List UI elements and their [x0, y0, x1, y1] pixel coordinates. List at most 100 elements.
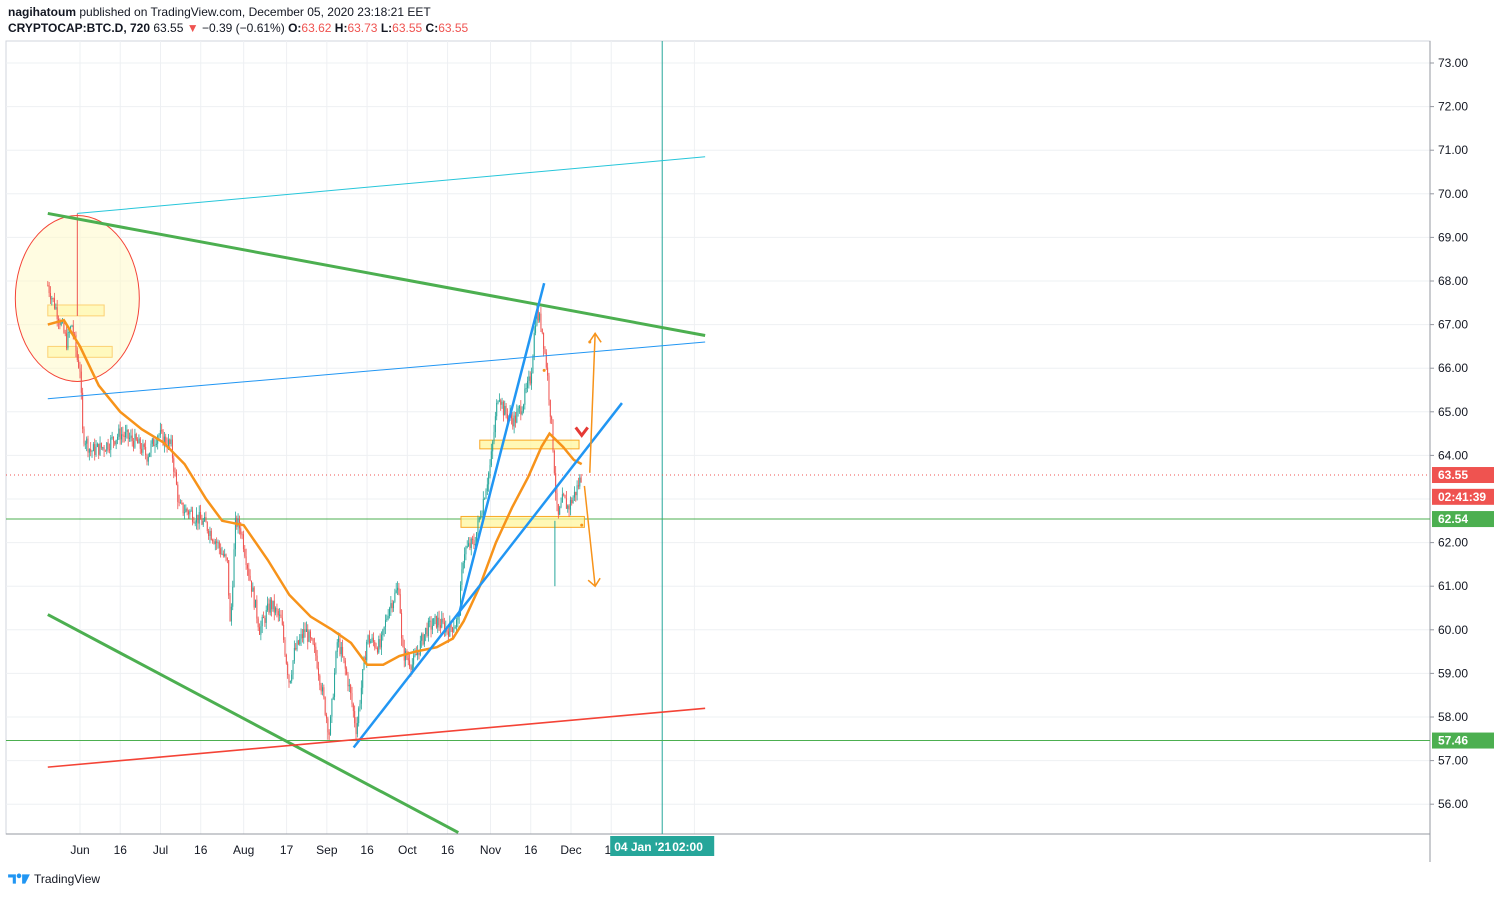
candle [206, 521, 208, 534]
candle [549, 399, 551, 424]
candle-body [206, 522, 208, 531]
candle [395, 582, 397, 594]
x-tick-label: Aug [233, 843, 254, 857]
candle [474, 536, 476, 547]
candle-body [197, 514, 199, 524]
candle-body [450, 621, 452, 628]
candle-body [150, 443, 152, 453]
publisher-line: nagihatoum published on TradingView.com,… [8, 4, 468, 20]
candle-body [261, 616, 263, 627]
candle-body [346, 668, 348, 675]
candle [372, 632, 374, 647]
candle-body [158, 434, 160, 437]
candle-body [402, 638, 404, 647]
candle [480, 510, 482, 520]
candle-body [462, 562, 464, 570]
candle-body [234, 517, 236, 550]
x-axis: Jun16Jul16Aug17Sep16Oct16Nov16Dec1616 [6, 833, 1430, 857]
candle [352, 702, 354, 718]
candle-body [194, 522, 196, 524]
plot-area [5, 40, 1431, 835]
candle-body [78, 360, 80, 368]
candle-body [433, 618, 435, 626]
symbol-label[interactable]: CRYPTOCAP:BTC.D, 720 [8, 21, 151, 35]
candle-body [241, 534, 243, 536]
candle [375, 642, 377, 650]
candle [454, 625, 456, 629]
candle-body [356, 723, 358, 735]
publisher-name[interactable]: nagihatoum [8, 5, 76, 19]
candle-body [205, 517, 207, 523]
candle-body [528, 376, 530, 381]
price-label-text: 57.46 [1438, 734, 1468, 748]
y-tick-label: 65.00 [1438, 405, 1468, 419]
candle-body [313, 644, 315, 647]
candle [543, 332, 545, 357]
candle-body [359, 703, 361, 709]
candle-body [559, 507, 561, 515]
candle-body [202, 520, 204, 525]
candle-body [451, 627, 453, 632]
candle [346, 666, 348, 676]
candle-body [250, 580, 252, 592]
candle-body [303, 629, 305, 639]
candle-body [423, 634, 425, 645]
y-tick-label: 72.00 [1438, 100, 1468, 114]
candle-body [106, 442, 108, 452]
candle [285, 653, 287, 665]
candle [531, 367, 533, 390]
candle-body [370, 641, 372, 644]
candle-body [472, 538, 474, 541]
tradingview-logo-icon[interactable] [8, 872, 30, 886]
candle [257, 616, 259, 632]
candle-body [74, 334, 76, 336]
candle-body [84, 443, 86, 445]
candle [359, 699, 361, 712]
candle [330, 714, 332, 736]
candle-body [305, 629, 307, 632]
candle-body [567, 505, 569, 509]
candle-body [531, 373, 533, 384]
candle [259, 623, 261, 635]
candle-body [571, 500, 573, 504]
candle-body [434, 615, 436, 619]
candle [281, 610, 283, 626]
candle [280, 609, 282, 619]
trend-line-green [47, 211, 706, 337]
candle [204, 512, 206, 522]
candle-body [457, 616, 459, 620]
candle [541, 328, 543, 335]
candle-body [494, 416, 496, 433]
candle [343, 656, 345, 664]
candle [141, 442, 143, 456]
candle [271, 597, 273, 617]
candle [332, 693, 334, 700]
candle-body [569, 500, 571, 510]
candle-body [214, 541, 216, 544]
candle-body [287, 663, 289, 675]
candle [319, 673, 321, 691]
candle [505, 402, 507, 419]
candle-body [347, 674, 349, 687]
tradingview-brand[interactable]: TradingView [34, 872, 101, 886]
candle [98, 443, 100, 460]
candle [465, 545, 467, 561]
candle [242, 530, 244, 553]
candle-body [186, 508, 188, 512]
candle [409, 654, 411, 670]
candle [351, 686, 353, 708]
candle-body [110, 437, 112, 450]
candle [83, 426, 85, 447]
candle-body [390, 603, 392, 609]
candle [486, 477, 488, 496]
candle-body [142, 444, 144, 453]
candle [323, 684, 325, 700]
candle [525, 382, 527, 394]
candle-body [127, 429, 129, 439]
candle-body [461, 569, 463, 585]
candle-body [379, 639, 381, 648]
candle-body [474, 543, 476, 546]
candle-body [80, 371, 82, 393]
candle [335, 650, 337, 675]
